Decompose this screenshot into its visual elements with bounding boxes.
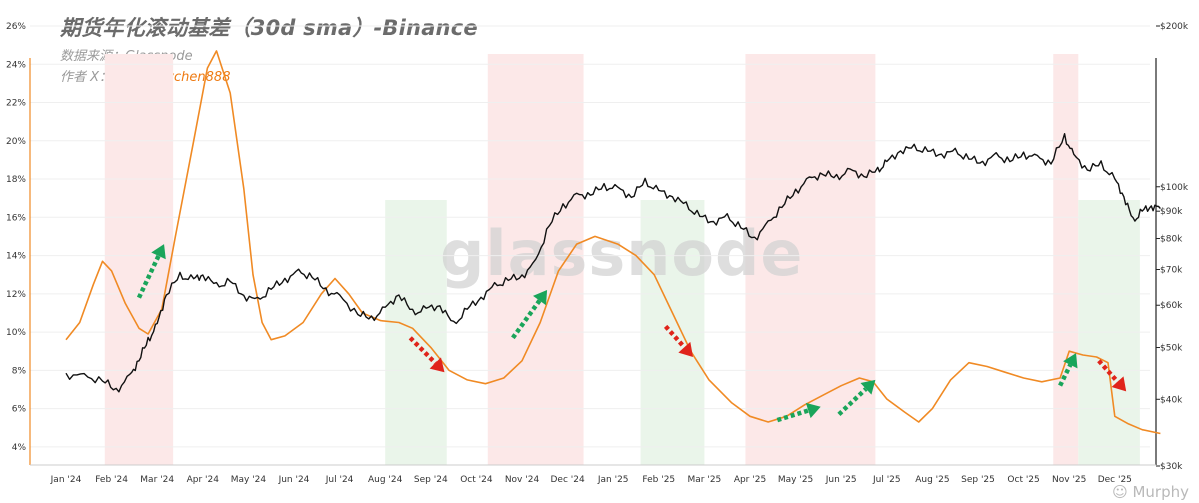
shaded-region-red xyxy=(104,54,174,465)
arrow-shaft xyxy=(1097,359,1120,384)
x-tick-label: Jan '25 xyxy=(597,475,629,485)
y-left-tick-label: 20% xyxy=(6,137,26,147)
y-right-tick-label: $40k xyxy=(1160,395,1183,405)
y-left-tick-label: 22% xyxy=(6,99,26,109)
arrow-shaft xyxy=(136,254,161,299)
arrow-head xyxy=(533,290,548,306)
x-tick-label: May '25 xyxy=(778,475,813,485)
arrow-shaft xyxy=(408,336,437,365)
y-left-tick-label: 24% xyxy=(6,60,26,70)
arrow-shaft xyxy=(511,299,542,340)
x-tick-label: Apr '24 xyxy=(187,475,220,485)
arrow-head xyxy=(678,341,693,357)
x-tick-label: Feb '25 xyxy=(642,475,675,485)
x-tick-label: Jun '25 xyxy=(825,475,857,485)
y-right-tick-label: $100k xyxy=(1160,183,1189,193)
shaded-region-red xyxy=(745,54,876,465)
shaded-region-red xyxy=(1053,54,1079,465)
axes: 4% 6% 8% 10% 12% 14% 16% 18% 20% 22% 24% 26% $30k $40… xyxy=(6,22,1189,485)
x-tick-label: Nov '25 xyxy=(1052,475,1086,485)
footer-logo: ☺ Murphy xyxy=(1112,483,1189,501)
watermark: glassnode xyxy=(440,217,803,290)
x-tick-label: Jun '24 xyxy=(278,475,310,485)
arrow-head xyxy=(860,379,876,395)
x-tick-label: Mar '24 xyxy=(140,475,174,485)
x-tick-label: Jul '25 xyxy=(872,475,901,485)
down-arrow xyxy=(663,324,693,357)
y-left-tick-label: 8% xyxy=(12,366,27,376)
up-arrow xyxy=(837,379,876,416)
arrow-shaft xyxy=(776,408,809,423)
up-arrow xyxy=(136,244,166,299)
y-right-tick-label: $90k xyxy=(1160,207,1183,217)
up-arrow xyxy=(1058,353,1078,387)
x-tick-label: Oct '25 xyxy=(1007,475,1039,485)
arrow-head xyxy=(429,357,445,373)
y-left-tick-label: 4% xyxy=(12,443,27,453)
x-tick-label: Oct '24 xyxy=(460,475,493,485)
y-right-tick-label: $70k xyxy=(1160,265,1183,275)
x-tick-label: May '24 xyxy=(231,475,267,485)
x-tick-label: Jul '24 xyxy=(325,475,354,485)
y-left-tick-label: 16% xyxy=(6,213,26,223)
y-left-tick-label: 10% xyxy=(6,328,26,338)
x-tick-label: Sep '24 xyxy=(414,475,448,485)
gridlines xyxy=(30,25,1150,448)
up-arrow xyxy=(776,402,821,423)
x-tick-label: Aug '25 xyxy=(915,475,949,485)
arrow-head xyxy=(1111,376,1127,392)
trend-arrows xyxy=(136,244,1127,423)
x-tick-label: Apr '25 xyxy=(734,475,766,485)
down-arrow xyxy=(1097,359,1127,392)
y-right-tick-label: $80k xyxy=(1160,235,1183,245)
arrow-shaft xyxy=(1058,363,1073,387)
x-tick-label: Dec '24 xyxy=(550,475,584,485)
arrow-shaft xyxy=(837,387,868,416)
footer-logo-text: Murphy xyxy=(1132,483,1189,501)
x-tick-label: Dec '25 xyxy=(1098,475,1132,485)
arrow-shaft xyxy=(663,324,687,349)
x-tick-label: Aug '24 xyxy=(368,475,403,485)
down-arrow xyxy=(408,336,445,373)
x-tick-label: Feb '24 xyxy=(95,475,128,485)
arrow-head xyxy=(1063,353,1078,369)
y-left-tick-label: 26% xyxy=(6,22,26,32)
y-right-tick-label: $30k xyxy=(1160,462,1183,472)
up-arrow xyxy=(511,290,548,340)
arrow-head xyxy=(805,402,821,419)
y-left-tick-label: 12% xyxy=(6,290,26,300)
y-right-tick-label: $50k xyxy=(1160,344,1183,354)
x-tick-label: Sep '25 xyxy=(961,475,995,485)
y-right-tick-label: $60k xyxy=(1160,301,1183,311)
x-tick-label: Nov '24 xyxy=(505,475,540,485)
chart-title: 期货年化滚动基差（30d sma）-Binance xyxy=(60,16,478,40)
y-right-tick-label: $200k xyxy=(1160,22,1189,32)
btc-price-line xyxy=(65,133,1161,393)
y-left-tick-label: 18% xyxy=(6,175,26,185)
y-left-tick-label: 14% xyxy=(6,252,26,262)
series-lines xyxy=(65,50,1161,435)
basis-line xyxy=(65,50,1161,435)
author-prefix: 作者 X： xyxy=(60,70,113,85)
x-tick-label: Jan '24 xyxy=(50,475,82,485)
y-left-tick-label: 6% xyxy=(12,405,27,415)
arrow-head xyxy=(151,244,166,260)
x-tick-label: Mar '25 xyxy=(688,475,722,485)
